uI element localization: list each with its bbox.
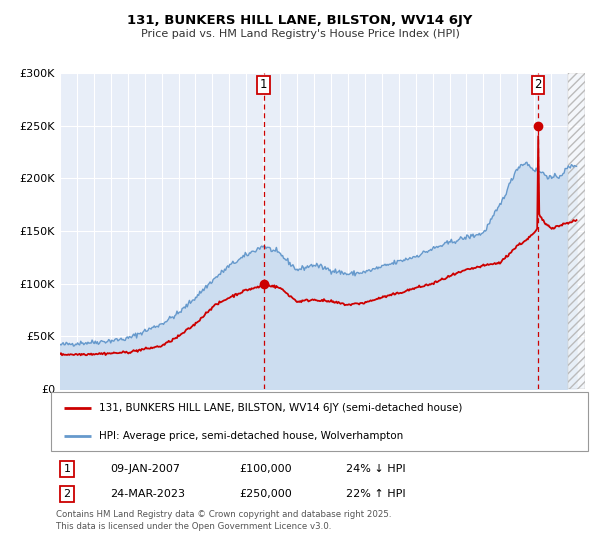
Text: 22% ↑ HPI: 22% ↑ HPI: [346, 489, 406, 499]
Text: 1: 1: [260, 78, 268, 91]
FancyBboxPatch shape: [51, 392, 588, 451]
Text: 24-MAR-2023: 24-MAR-2023: [110, 489, 185, 499]
Text: £250,000: £250,000: [239, 489, 292, 499]
Text: Price paid vs. HM Land Registry's House Price Index (HPI): Price paid vs. HM Land Registry's House …: [140, 29, 460, 39]
Text: £100,000: £100,000: [239, 464, 292, 474]
Text: 131, BUNKERS HILL LANE, BILSTON, WV14 6JY: 131, BUNKERS HILL LANE, BILSTON, WV14 6J…: [127, 14, 473, 27]
Text: 2: 2: [535, 78, 542, 91]
Text: 1: 1: [64, 464, 71, 474]
Text: 09-JAN-2007: 09-JAN-2007: [110, 464, 180, 474]
Text: 24% ↓ HPI: 24% ↓ HPI: [346, 464, 406, 474]
Text: Contains HM Land Registry data © Crown copyright and database right 2025.
This d: Contains HM Land Registry data © Crown c…: [56, 510, 392, 531]
Text: 2: 2: [64, 489, 71, 499]
Text: 131, BUNKERS HILL LANE, BILSTON, WV14 6JY (semi-detached house): 131, BUNKERS HILL LANE, BILSTON, WV14 6J…: [100, 403, 463, 413]
Text: HPI: Average price, semi-detached house, Wolverhampton: HPI: Average price, semi-detached house,…: [100, 431, 404, 441]
